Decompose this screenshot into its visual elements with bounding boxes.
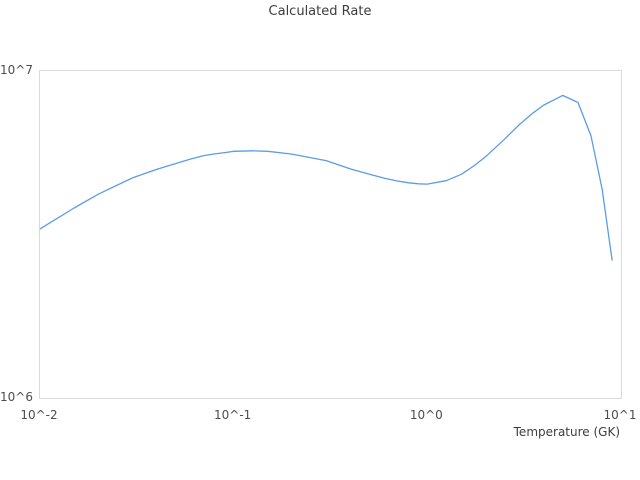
rate-line — [40, 94, 613, 261]
x-tick-label: 10^-2 — [20, 408, 58, 422]
x-tick-label: 10^-1 — [214, 408, 252, 422]
x-tick-label: 10^0 — [409, 408, 443, 422]
rate-curve — [40, 94, 613, 261]
y-tick-label: 10^7 — [0, 63, 33, 77]
y-tick-label: 10^6 — [0, 390, 33, 404]
plot-area — [39, 70, 622, 399]
x-tick-label: 10^1 — [603, 408, 637, 422]
x-axis-label: Temperature (GK) — [513, 425, 620, 439]
chart-title: Calculated Rate — [268, 4, 372, 19]
